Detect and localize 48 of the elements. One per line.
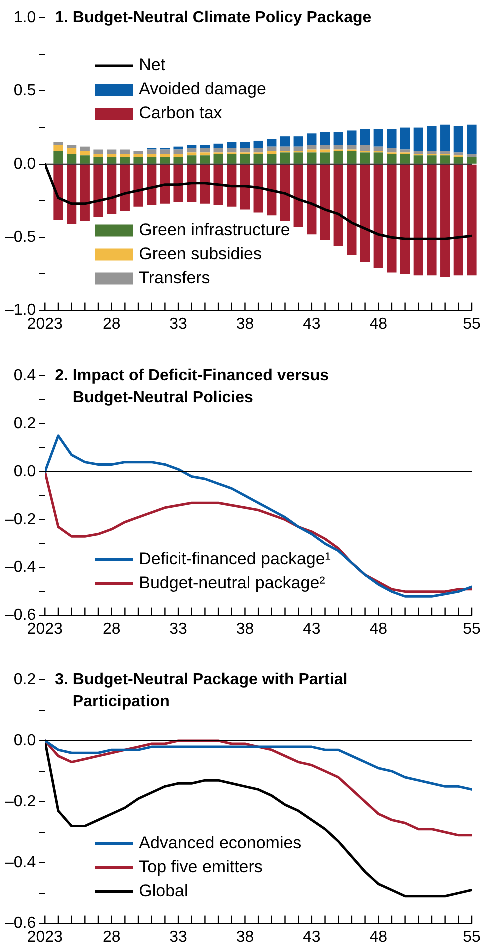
x-tick-label: 48 — [370, 928, 388, 946]
y-tick-label: 1.0 — [14, 9, 36, 26]
x-tick-label: 33 — [170, 928, 188, 946]
x-tick-label: 2023 — [27, 928, 64, 946]
legend-label: Budget-neutral package² — [139, 573, 326, 592]
chart-title: 1. Budget-Neutral Climate Policy Package — [55, 9, 372, 26]
legend-label: Green infrastructure — [139, 220, 290, 240]
legend-label: Deficit-financed package¹ — [139, 549, 332, 568]
legend-label: Green subsidies — [139, 244, 262, 264]
y-tick-label: 0.2 — [14, 671, 36, 688]
x-tick-label: 28 — [102, 620, 121, 638]
x-tick-label: 48 — [370, 620, 388, 638]
y-tick-label: –0.5 — [5, 229, 36, 246]
y-tick-label: –0.4 — [5, 559, 36, 576]
x-tick-label: 43 — [303, 316, 321, 333]
x-tick-label: 38 — [236, 316, 254, 333]
legend-label: Transfers — [139, 268, 210, 288]
y-tick-label: –0.2 — [5, 511, 36, 528]
x-tick-label: 48 — [370, 316, 388, 333]
x-tick-label: 2023 — [27, 620, 64, 638]
x-tick-label: 33 — [170, 620, 188, 638]
x-tick-label: 33 — [170, 316, 188, 333]
x-tick-label: 38 — [236, 928, 254, 946]
y-tick-label: –0.2 — [5, 793, 36, 810]
x-tick-label: 28 — [102, 316, 121, 333]
y-tick-label: 0.2 — [14, 415, 36, 432]
legend-label: Top five emitters — [139, 857, 263, 876]
x-tick-label: 2023 — [27, 316, 64, 333]
chart-title: 2. Impact of Deficit-Financed versus Budget-Neutral Policies — [55, 367, 330, 406]
chart-title: 3. Budget-Neutral Package with Partial Participation — [55, 671, 348, 710]
legend-label: Advanced economies — [139, 833, 302, 852]
y-tick-label: 0.0 — [14, 732, 36, 750]
x-tick-label: 38 — [236, 620, 254, 638]
y-tick-label: –0.4 — [5, 854, 36, 872]
x-tick-label: 43 — [303, 620, 321, 638]
legend-label: Global — [139, 881, 188, 900]
y-tick-label: 0.0 — [14, 156, 36, 173]
legend-label: Carbon tax — [139, 104, 223, 123]
x-tick-label: 55 — [463, 316, 481, 333]
y-tick-label: 0.5 — [14, 82, 36, 100]
x-tick-label: 55 — [463, 928, 481, 946]
y-tick-label: 0.0 — [14, 463, 36, 480]
x-tick-label: 43 — [303, 928, 321, 946]
y-tick-label: 0.4 — [14, 367, 36, 384]
x-tick-label: 55 — [463, 620, 481, 638]
legend-label: Net — [139, 56, 166, 75]
legend-label: Avoided damage — [139, 80, 266, 99]
x-tick-label: 28 — [102, 928, 121, 946]
